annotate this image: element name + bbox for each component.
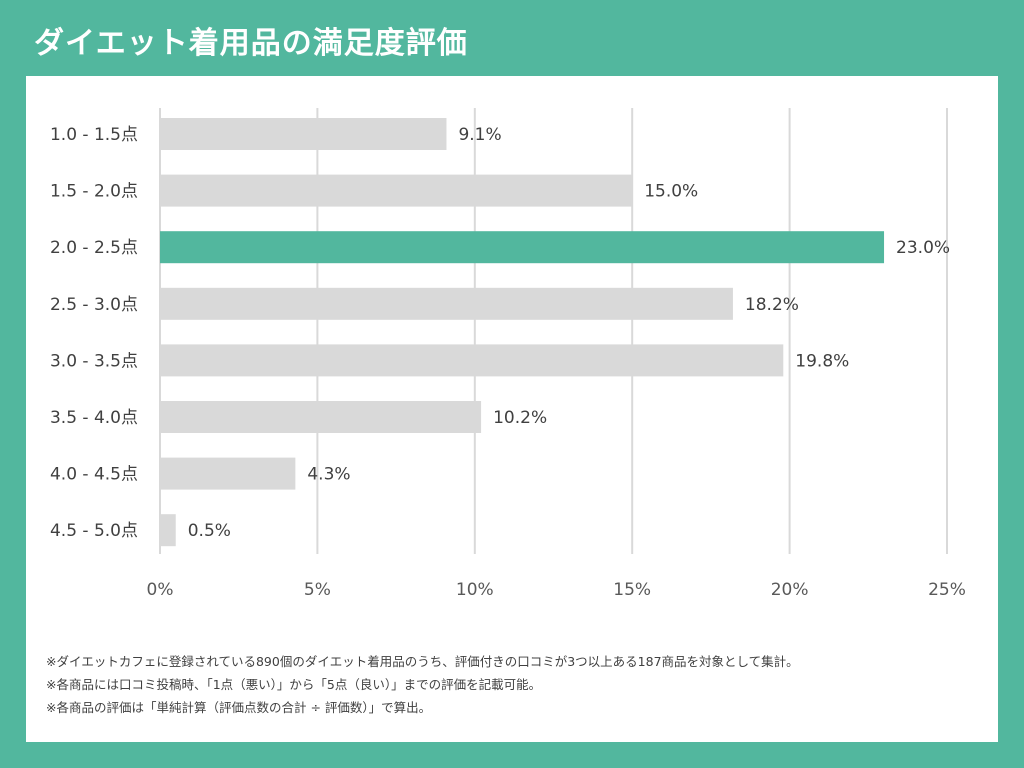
value-label: 23.0% <box>896 238 950 258</box>
bar <box>160 287 733 320</box>
bar <box>160 231 885 264</box>
bar <box>160 118 447 150</box>
x-tick-label: 20% <box>771 580 809 600</box>
category-label: 4.0 - 4.5点 <box>50 465 138 485</box>
value-label: 18.2% <box>745 295 799 315</box>
category-label: 2.5 - 3.0点 <box>50 295 138 315</box>
category-label: 4.5 - 5.0点 <box>50 521 138 541</box>
page-title: ダイエット着用品の満足度評価 <box>34 26 468 61</box>
x-tick-label: 5% <box>304 580 331 600</box>
bar <box>160 401 482 433</box>
bar <box>160 514 176 547</box>
value-label: 10.2% <box>493 408 547 428</box>
x-tick-label: 15% <box>613 580 651 600</box>
footnote-2: ※各商品には口コミ投稿時、「1点（悪い）」から「5点（良い）」までの評価を記載可… <box>46 677 542 692</box>
bar <box>160 344 784 377</box>
value-label: 4.3% <box>307 465 350 485</box>
value-label: 15.0% <box>644 182 698 202</box>
bar <box>160 174 633 207</box>
bar-chart: 0% 5% 10% 15% 20% 25% 1.0 - 1.5点 9.1% 1.5 - 2.0点… <box>50 108 966 600</box>
category-label: 2.0 - 2.5点 <box>50 238 138 258</box>
value-label: 19.8% <box>795 351 849 371</box>
category-label: 1.0 - 1.5点 <box>50 125 138 145</box>
value-label: 9.1% <box>458 125 501 145</box>
category-label: 3.5 - 4.0点 <box>50 408 138 428</box>
bar <box>160 457 296 490</box>
footnote-1: ※ダイエットカフェに登録されている890個のダイエット着用品のうち、評価付きの口… <box>46 654 799 669</box>
x-tick-label: 10% <box>456 580 494 600</box>
chart-panel: 0% 5% 10% 15% 20% 25% 1.0 - 1.5点 9.1% 1.5 - 2.0点… <box>26 76 998 742</box>
category-label: 1.5 - 2.0点 <box>50 182 138 202</box>
value-label: 0.5% <box>188 521 231 541</box>
footnotes: ※ダイエットカフェに登録されている890個のダイエット着用品のうち、評価付きの口… <box>46 650 799 719</box>
x-tick-label: 0% <box>147 580 174 600</box>
category-label: 3.0 - 3.5点 <box>50 351 138 371</box>
x-tick-label: 25% <box>928 580 966 600</box>
footnote-3: ※各商品の評価は「単純計算（評価点数の合計 ÷ 評価数）」で算出。 <box>46 700 432 715</box>
